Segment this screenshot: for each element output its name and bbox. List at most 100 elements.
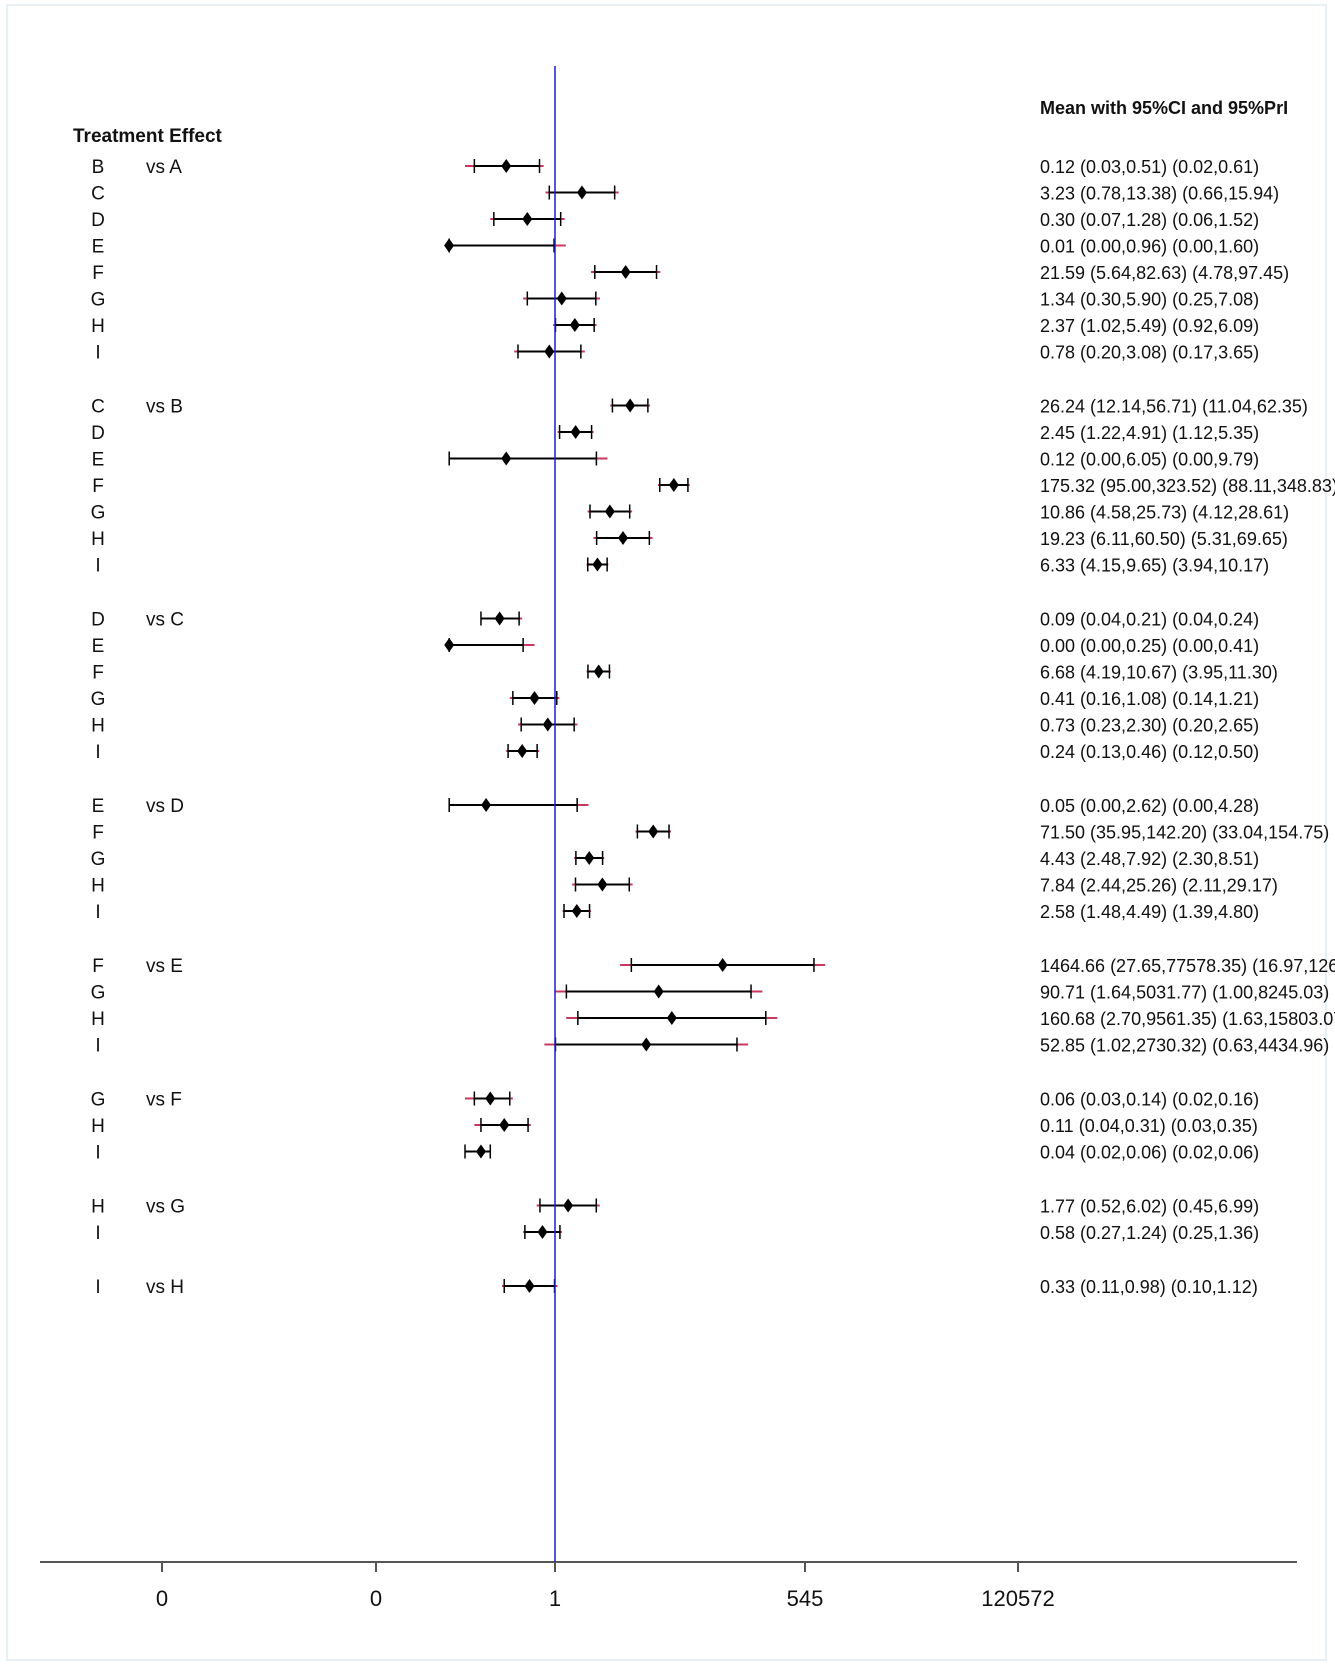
estimate-text: 26.24 (12.14,56.71) (11.04,62.35): [1040, 397, 1308, 417]
treatment-label: E: [92, 237, 105, 258]
mean-marker: [501, 451, 512, 466]
estimate-text: 52.85 (1.02,2730.32) (0.63,4434.96): [1040, 1036, 1329, 1056]
mean-marker: [604, 504, 615, 519]
treatment-label: G: [91, 290, 106, 311]
estimate-text: 0.05 (0.00,2.62) (0.00,4.28): [1040, 796, 1259, 816]
axis-tick-label: 0: [370, 1586, 382, 1611]
group-label: vs D: [146, 796, 184, 817]
group-label: vs A: [146, 157, 182, 178]
treatment-label: E: [92, 796, 105, 817]
axis-tick-label: 1: [549, 1586, 561, 1611]
mean-marker: [501, 159, 512, 173]
estimate-text: 2.58 (1.48,4.49) (1.39,4.80): [1040, 902, 1259, 922]
group-label: vs F: [146, 1090, 182, 1111]
group-label: vs C: [146, 610, 184, 631]
forest-row: I 52.85 (1.02,2730.32) (0.63,4434.96): [95, 1036, 1329, 1057]
treatment-label: H: [91, 316, 105, 337]
forest-row: F 175.32 (95.00,323.52) (88.11,348.83): [92, 476, 1335, 497]
x-axis: 0 0 1 545 120572: [40, 1561, 1297, 1611]
mean-marker: [617, 531, 628, 545]
forest-row: G 10.86 (4.58,25.73) (4.12,28.61): [91, 503, 1290, 524]
treatment-label: H: [91, 1116, 105, 1137]
mean-marker: [620, 265, 631, 279]
mean-marker: [625, 398, 636, 413]
forest-row: F 21.59 (5.64,82.63) (4.78,97.45): [92, 263, 1289, 284]
treatment-label: I: [95, 902, 100, 923]
forest-row: G 1.34 (0.30,5.90) (0.25,7.08): [91, 290, 1260, 311]
estimate-text: 0.01 (0.00,0.96) (0.00,1.60): [1040, 237, 1259, 257]
group-label: vs G: [146, 1197, 185, 1218]
values-header: Mean with 95%CI and 95%PrI: [1040, 98, 1288, 118]
mean-marker: [542, 717, 553, 732]
forest-row: I 0.04 (0.02,0.06) (0.02,0.06): [95, 1143, 1259, 1164]
forest-row: F 71.50 (35.95,142.20) (33.04,154.75): [92, 823, 1329, 844]
mean-marker: [584, 851, 595, 865]
forest-row: E 0.00 (0.00,0.25) (0.00,0.41): [92, 636, 1260, 657]
forest-row: E 0.12 (0.00,6.05) (0.00,9.79): [92, 450, 1260, 471]
estimate-text: 160.68 (2.70,9561.35) (1.63,15803.07): [1040, 1009, 1335, 1029]
treatment-label: B: [92, 157, 105, 178]
treatment-label: G: [91, 1090, 106, 1111]
estimate-text: 0.30 (0.07,1.28) (0.06,1.52): [1040, 210, 1259, 230]
forest-row: H 19.23 (6.11,60.50) (5.31,69.65): [91, 529, 1288, 550]
estimate-text: 71.50 (35.95,142.20) (33.04,154.75): [1040, 823, 1329, 843]
estimate-text: 10.86 (4.58,25.73) (4.12,28.61): [1040, 503, 1289, 523]
mean-marker: [517, 744, 528, 758]
forest-row: D 2.45 (1.22,4.91) (1.12,5.35): [91, 423, 1259, 444]
mean-marker: [666, 1011, 677, 1025]
treatment-label: F: [92, 476, 104, 497]
treatment-label: E: [92, 636, 105, 657]
estimate-text: 4.43 (2.48,7.92) (2.30,8.51): [1040, 849, 1259, 869]
row-header: Treatment Effect: [73, 126, 223, 147]
forest-row: I 2.58 (1.48,4.49) (1.39,4.80): [95, 902, 1259, 923]
forest-row: G 0.41 (0.16,1.08) (0.14,1.21): [91, 689, 1260, 710]
estimate-text: 2.45 (1.22,4.91) (1.12,5.35): [1040, 423, 1259, 443]
treatment-label: H: [91, 529, 105, 550]
treatment-label: G: [91, 503, 106, 524]
estimate-text: 7.84 (2.44,25.26) (2.11,29.17): [1040, 876, 1278, 896]
mean-marker: [485, 1091, 496, 1106]
mean-marker: [648, 824, 659, 839]
treatment-label: C: [91, 397, 105, 418]
treatment-label: I: [95, 1143, 100, 1164]
treatment-label: F: [92, 663, 104, 684]
estimate-text: 0.24 (0.13,0.46) (0.12,0.50): [1040, 742, 1259, 762]
estimate-text: 1.34 (0.30,5.90) (0.25,7.08): [1040, 290, 1259, 310]
forest-row: H 7.84 (2.44,25.26) (2.11,29.17): [91, 876, 1278, 897]
forest-row: D 0.30 (0.07,1.28) (0.06,1.52): [91, 210, 1259, 231]
estimate-text: 1.77 (0.52,6.02) (0.45,6.99): [1040, 1197, 1259, 1217]
estimate-text: 0.78 (0.20,3.08) (0.17,3.65): [1040, 343, 1259, 363]
mean-marker: [444, 238, 455, 253]
estimate-text: 90.71 (1.64,5031.77) (1.00,8245.03): [1040, 983, 1329, 1003]
estimate-text: 0.73 (0.23,2.30) (0.20,2.65): [1040, 716, 1259, 736]
estimate-text: 0.09 (0.04,0.21) (0.04,0.24): [1040, 610, 1259, 630]
forest-row: H 2.37 (1.02,5.49) (0.92,6.09): [91, 316, 1259, 337]
mean-marker: [475, 1144, 486, 1159]
estimate-text: 0.33 (0.11,0.98) (0.10,1.12): [1040, 1277, 1258, 1297]
mean-marker: [529, 691, 540, 705]
mean-marker: [668, 478, 679, 492]
treatment-label: H: [91, 1009, 105, 1030]
mean-marker: [571, 904, 582, 918]
treatment-label: F: [92, 263, 104, 284]
forest-row: G 4.43 (2.48,7.92) (2.30,8.51): [91, 849, 1260, 870]
mean-marker: [481, 798, 492, 812]
mean-marker: [537, 1225, 548, 1239]
mean-marker: [576, 185, 587, 200]
mean-marker: [522, 212, 533, 226]
mean-marker: [597, 877, 608, 892]
estimate-text: 0.12 (0.03,0.51) (0.02,0.61): [1040, 157, 1259, 177]
axis-tick-label: 545: [787, 1586, 824, 1611]
treatment-label: I: [95, 1036, 100, 1057]
mean-marker: [641, 1037, 652, 1052]
group-label: vs B: [146, 397, 183, 418]
mean-marker: [653, 984, 664, 999]
treatment-label: I: [95, 343, 100, 364]
treatment-label: F: [92, 823, 104, 844]
